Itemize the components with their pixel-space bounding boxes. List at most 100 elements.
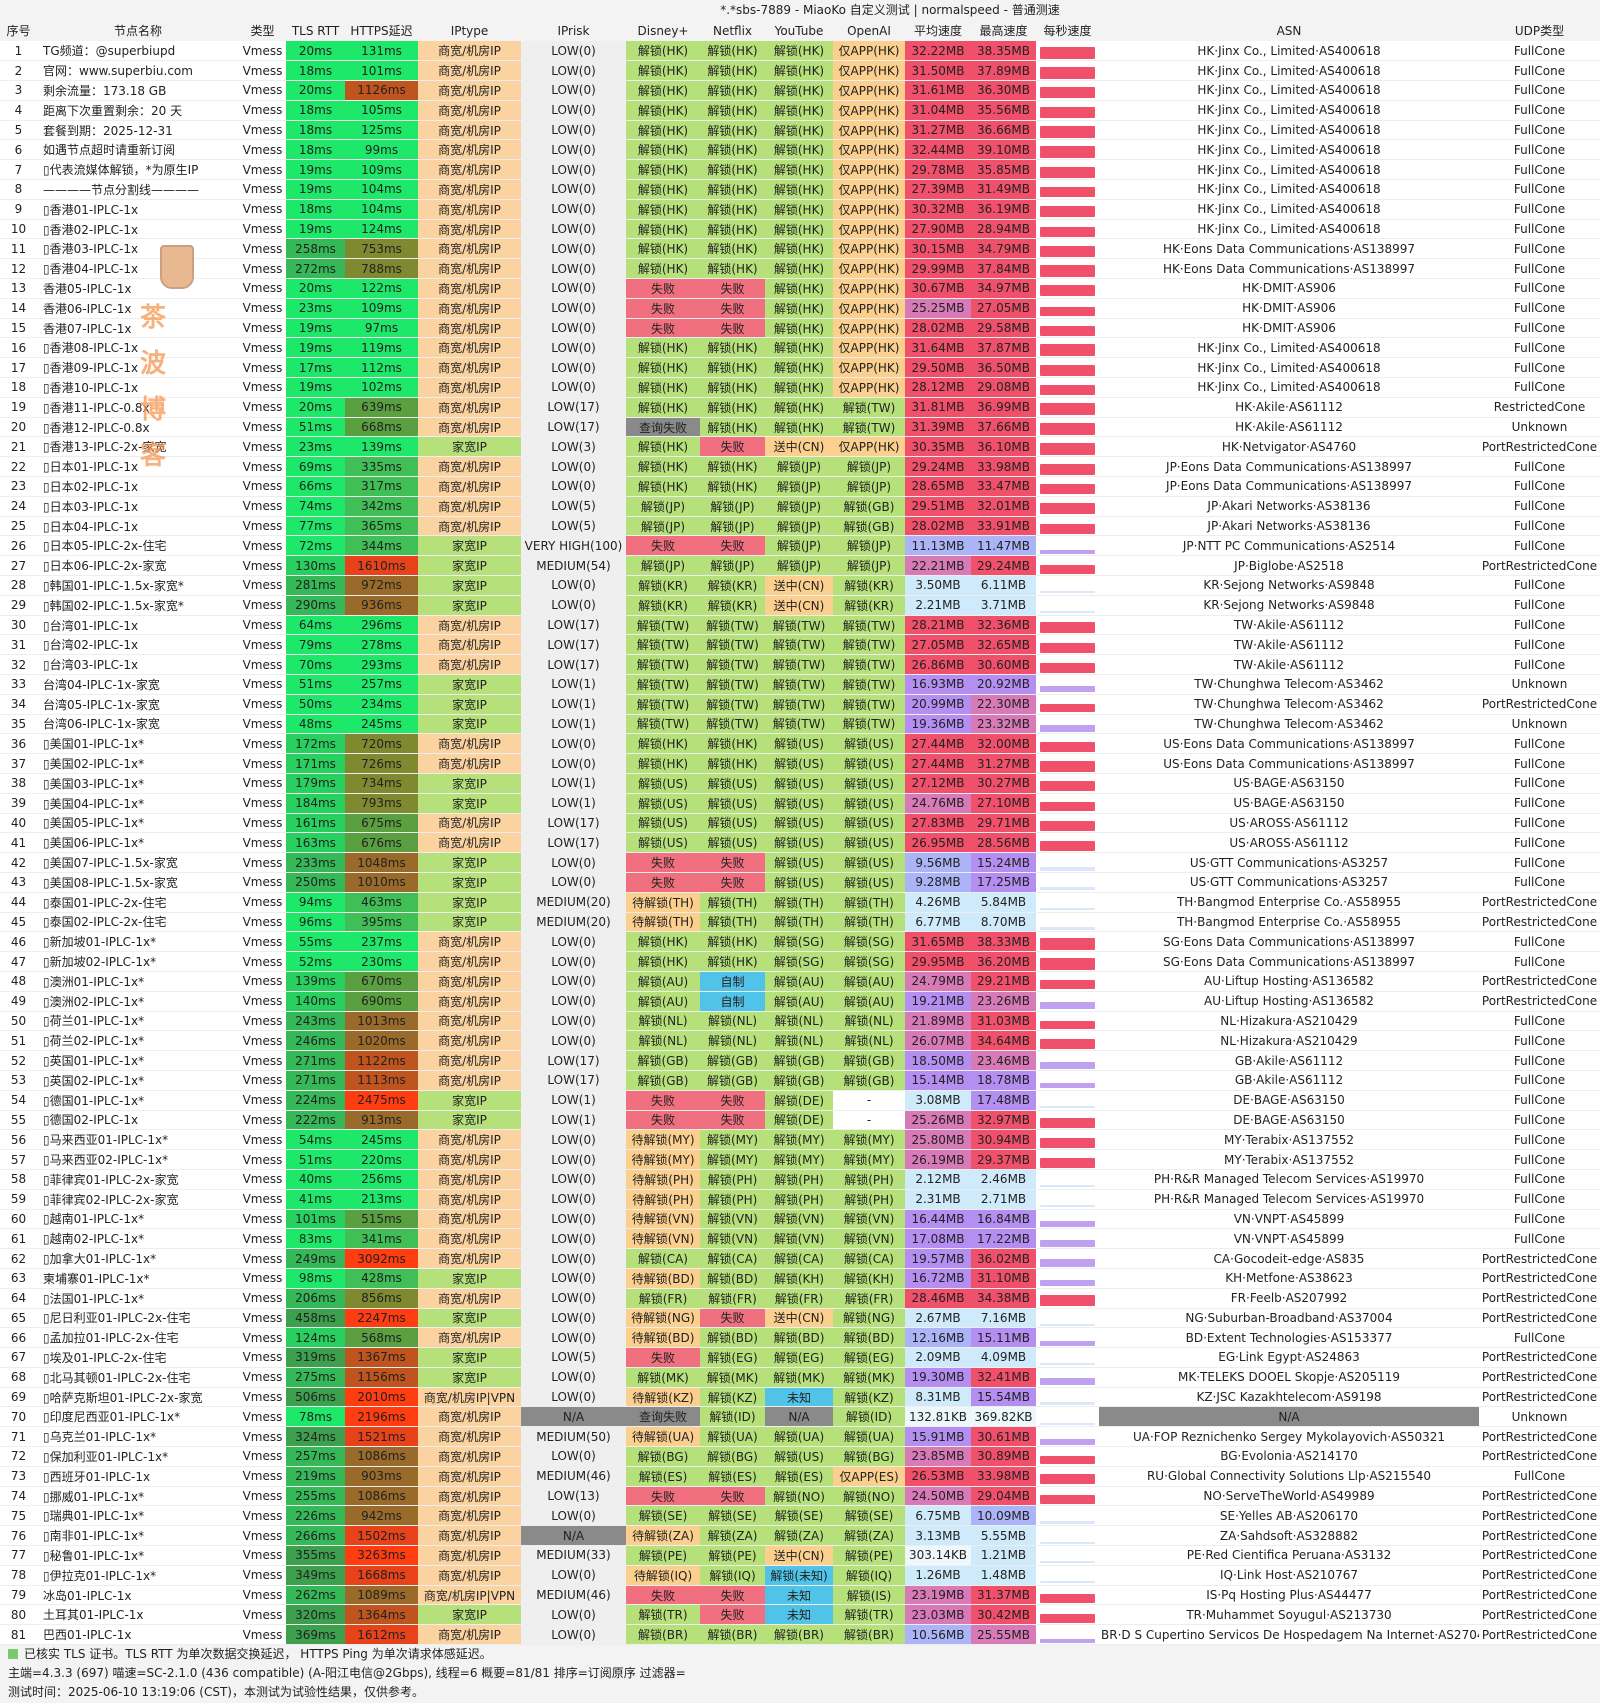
table-row[interactable]: 12 ▯香港04-IPLC-1x Vmess 272ms 788ms 商宽/机房IP LOW…: [0, 258, 1600, 280]
table-row[interactable]: 64 ▯法国01-IPLC-1x* Vmess 206ms 856ms 商宽/机房IP LO…: [0, 1288, 1600, 1309]
table-row[interactable]: 50 ▯荷兰01-IPLC-1x* Vmess 243ms 1013ms 商宽/机房IP L…: [0, 1011, 1600, 1032]
column-header-https-latency[interactable]: HTTPS延迟: [345, 20, 418, 41]
table-row[interactable]: 71 ▯乌克兰01-IPLC-1x* Vmess 324ms 1521ms 商宽/机房IP…: [0, 1426, 1600, 1448]
table-row[interactable]: 36 ▯美国01-IPLC-1x* Vmess 172ms 720ms 商宽/机房IP LO…: [0, 733, 1600, 755]
table-row[interactable]: 76 ▯南非01-IPLC-1x* Vmess 266ms 1502ms 商宽/机房IP N…: [0, 1525, 1600, 1547]
table-row[interactable]: 43 ▯美国08-IPLC-1.5x-家宽 Vmess 250ms 1010ms 家宽IP…: [0, 872, 1600, 893]
table-row[interactable]: 39 ▯美国04-IPLC-1x* Vmess 184ms 793ms 家宽IP LOW(1…: [0, 793, 1600, 814]
table-row[interactable]: 67 ▯埃及01-IPLC-2x-住宅 Vmess 319ms 1367ms 家宽IP LO…: [0, 1347, 1600, 1368]
asn: HK·Jinx Co., Limited·AS400618: [1099, 199, 1479, 220]
table-row[interactable]: 30 ▯台湾01-IPLC-1x Vmess 64ms 296ms 商宽/机房IP LOW(…: [0, 615, 1600, 636]
table-row[interactable]: 56 ▯马来西亚01-IPLC-1x* Vmess 54ms 245ms 商宽/机房IP L…: [0, 1129, 1600, 1151]
table-row[interactable]: 47 ▯新加坡02-IPLC-1x* Vmess 52ms 230ms 商宽/机房IP LO…: [0, 951, 1600, 972]
table-row[interactable]: 72 ▯保加利亚01-IPLC-1x* Vmess 257ms 1086ms 商宽/机房I…: [0, 1446, 1600, 1467]
table-row[interactable]: 34 台湾05-IPLC-1x-家宽 Vmess 50ms 234ms 家宽IP LOW(1…: [0, 694, 1600, 715]
table-row[interactable]: 74 ▯挪威01-IPLC-1x* Vmess 255ms 1086ms 商宽/机房IP L…: [0, 1486, 1600, 1507]
table-row[interactable]: 55 ▯德国02-IPLC-1x Vmess 222ms 913ms 家宽IP LOW(1)…: [0, 1110, 1600, 1131]
table-row[interactable]: 69 ▯哈萨克斯坦01-IPLC-2x-家宽 Vmess 506ms 2010ms 商宽/…: [0, 1387, 1600, 1408]
column-header-max-speed[interactable]: 最高速度: [971, 20, 1036, 41]
table-row[interactable]: 57 ▯马来西亚02-IPLC-1x* Vmess 51ms 220ms 商宽/机房IP L…: [0, 1149, 1600, 1170]
ip-type: 商宽/机房IP: [418, 1624, 521, 1646]
table-row[interactable]: 40 ▯美国05-IPLC-1x* Vmess 161ms 675ms 商宽/机房IP LO…: [0, 813, 1600, 834]
table-row[interactable]: 4 距离下次重置剩余：20 天 Vmess 18ms 105ms 商宽/机房IP LOW(0…: [0, 100, 1600, 121]
table-row[interactable]: 17 ▯香港09-IPLC-1x Vmess 17ms 112ms 商宽/机房IP LOW(…: [0, 357, 1600, 379]
table-row[interactable]: 46 ▯新加坡01-IPLC-1x* Vmess 55ms 237ms 商宽/机房IP LO…: [0, 931, 1600, 953]
table-row[interactable]: 14 香港06-IPLC-1x Vmess 23ms 109ms 商宽/机房IP LOW(0…: [0, 298, 1600, 319]
table-row[interactable]: 1 TG频道：@superbiupd Vmess 20ms 131ms 商宽/机房IP LO…: [0, 41, 1600, 62]
table-row[interactable]: 6 如遇节点超时请重新订阅 Vmess 18ms 99ms 商宽/机房IP LOW(0) 解锁…: [0, 139, 1600, 161]
table-row[interactable]: 25 ▯日本04-IPLC-1x Vmess 77ms 365ms 商宽/机房IP LOW(…: [0, 516, 1600, 537]
table-row[interactable]: 31 ▯台湾02-IPLC-1x Vmess 79ms 278ms 商宽/机房IP LOW(…: [0, 634, 1600, 656]
table-row[interactable]: 18 ▯香港10-IPLC-1x Vmess 19ms 102ms 商宽/机房IP LOW(…: [0, 377, 1600, 398]
column-header-iprisk[interactable]: IPrisk: [521, 20, 626, 41]
table-row[interactable]: 73 ▯西班牙01-IPLC-1x Vmess 219ms 903ms 商宽/机房IP ME…: [0, 1466, 1600, 1487]
table-row[interactable]: 60 ▯越南01-IPLC-1x* Vmess 101ms 515ms 商宽/机房IP LO…: [0, 1209, 1600, 1230]
table-row[interactable]: 77 ▯秘鲁01-IPLC-1x* Vmess 355ms 3263ms 商宽/机房IP M…: [0, 1545, 1600, 1566]
table-row[interactable]: 49 ▯澳洲02-IPLC-1x* Vmess 140ms 690ms 商宽/机房IP LO…: [0, 991, 1600, 1012]
table-row[interactable]: 35 台湾06-IPLC-1x-家宽 Vmess 48ms 245ms 家宽IP LOW(1…: [0, 714, 1600, 735]
table-row[interactable]: 10 ▯香港02-IPLC-1x Vmess 19ms 124ms 商宽/机房IP LOW(…: [0, 219, 1600, 240]
table-row[interactable]: 41 ▯美国06-IPLC-1x* Vmess 163ms 676ms 商宽/机房IP LO…: [0, 832, 1600, 854]
column-header-avg-speed[interactable]: 平均速度: [905, 20, 971, 41]
table-row[interactable]: 66 ▯孟加拉01-IPLC-2x-住宅 Vmess 124ms 568ms 商宽/机房I…: [0, 1327, 1600, 1349]
column-header-tls-rtt[interactable]: TLS RTT: [286, 20, 345, 41]
column-header-node-name[interactable]: 节点名称: [37, 20, 239, 41]
table-row[interactable]: 28 ▯韩国01-IPLC-1.5x-家宽* Vmess 281ms 972ms 家宽IP…: [0, 575, 1600, 596]
table-row[interactable]: 37 ▯美国02-IPLC-1x* Vmess 171ms 726ms 商宽/机房IP LO…: [0, 753, 1600, 774]
table-row[interactable]: 65 ▯尼日利亚01-IPLC-2x-住宅 Vmess 458ms 2247ms 家宽IP…: [0, 1308, 1600, 1329]
table-row[interactable]: 11 ▯香港03-IPLC-1x Vmess 258ms 753ms 商宽/机房IP LOW…: [0, 238, 1600, 260]
table-row[interactable]: 61 ▯越南02-IPLC-1x* Vmess 83ms 341ms 商宽/机房IP LOW…: [0, 1228, 1600, 1250]
table-row[interactable]: 24 ▯日本03-IPLC-1x Vmess 74ms 342ms 商宽/机房IP LOW(…: [0, 496, 1600, 517]
column-header-disney[interactable]: Disney+: [626, 20, 700, 41]
table-row[interactable]: 51 ▯荷兰02-IPLC-1x* Vmess 246ms 1020ms 商宽/机房IP L…: [0, 1030, 1600, 1052]
table-row[interactable]: 9 ▯香港01-IPLC-1x Vmess 18ms 104ms 商宽/机房IP LOW(0…: [0, 199, 1600, 220]
table-row[interactable]: 23 ▯日本02-IPLC-1x Vmess 66ms 317ms 商宽/机房IP LOW(…: [0, 476, 1600, 497]
table-row[interactable]: 68 ▯北马其顿01-IPLC-2x-住宅 Vmess 275ms 1156ms 家宽IP…: [0, 1367, 1600, 1388]
table-row[interactable]: 27 ▯日本06-IPLC-2x-家宽 Vmess 130ms 1610ms 家宽IP ME…: [0, 555, 1600, 577]
table-row[interactable]: 2 官网：www.superbiu.com Vmess 18ms 101ms 商宽/机房I…: [0, 60, 1600, 82]
column-header-netflix[interactable]: Netflix: [700, 20, 765, 41]
column-header-udp-type[interactable]: UDP类型: [1479, 20, 1600, 41]
table-row[interactable]: 70 ▯印度尼西亚01-IPLC-1x* Vmess 78ms 2196ms 商宽/机房I…: [0, 1406, 1600, 1428]
table-row[interactable]: 22 ▯日本01-IPLC-1x Vmess 69ms 335ms 商宽/机房IP LOW(…: [0, 456, 1600, 478]
column-header-youtube[interactable]: YouTube: [765, 20, 833, 41]
table-row[interactable]: 32 ▯台湾03-IPLC-1x Vmess 70ms 293ms 商宽/机房IP LOW(…: [0, 654, 1600, 675]
column-header-asn[interactable]: ASN: [1099, 20, 1479, 41]
table-row[interactable]: 45 ▯泰国02-IPLC-2x-住宅 Vmess 96ms 395ms 家宽IP MEDI…: [0, 912, 1600, 933]
column-header-type[interactable]: 类型: [239, 20, 286, 41]
column-header-openai[interactable]: OpenAI: [833, 20, 905, 41]
column-header-per-second-speed[interactable]: 每秒速度: [1036, 20, 1099, 41]
table-row[interactable]: 80 土耳其01-IPLC-1x Vmess 320ms 1364ms 家宽IP LOW(0…: [0, 1604, 1600, 1626]
table-row[interactable]: 78 ▯伊拉克01-IPLC-1x* Vmess 349ms 1668ms 商宽/机房IP…: [0, 1565, 1600, 1586]
table-row[interactable]: 20 ▯香港12-IPLC-0.8x Vmess 51ms 668ms 商宽/机房IP LO…: [0, 417, 1600, 438]
table-row[interactable]: 79 冰岛01-IPLC-1x Vmess 262ms 1089ms 商宽/机房IP|VP…: [0, 1585, 1600, 1606]
table-row[interactable]: 53 ▯英国02-IPLC-1x* Vmess 271ms 1113ms 商宽/机房IP L…: [0, 1070, 1600, 1091]
table-row[interactable]: 21 ▯香港13-IPLC-2x-家宽 Vmess 23ms 139ms 家宽IP LOW(…: [0, 436, 1600, 458]
table-row[interactable]: 63 柬埔寨01-IPLC-1x* Vmess 98ms 428ms 家宽IP LOW(0)…: [0, 1268, 1600, 1289]
table-row[interactable]: 44 ▯泰国01-IPLC-2x-住宅 Vmess 94ms 463ms 家宽IP MEDI…: [0, 892, 1600, 913]
table-row[interactable]: 75 ▯瑞典01-IPLC-1x* Vmess 226ms 942ms 商宽/机房IP LO…: [0, 1505, 1600, 1527]
table-row[interactable]: 26 ▯日本05-IPLC-2x-住宅 Vmess 72ms 344ms 家宽IP VERY…: [0, 535, 1600, 557]
table-row[interactable]: 58 ▯菲律宾01-IPLC-2x-家宽 Vmess 40ms 256ms 商宽/机房IP…: [0, 1169, 1600, 1190]
table-row[interactable]: 13 香港05-IPLC-1x Vmess 20ms 122ms 商宽/机房IP LOW(0…: [0, 278, 1600, 299]
table-row[interactable]: 59 ▯菲律宾02-IPLC-2x-家宽 Vmess 41ms 213ms 商宽/机房IP…: [0, 1189, 1600, 1210]
column-header-iptype[interactable]: IPtype: [418, 20, 521, 41]
table-row[interactable]: 38 ▯美国03-IPLC-1x* Vmess 179ms 734ms 家宽IP LOW(1…: [0, 773, 1600, 794]
table-row[interactable]: 19 ▯香港11-IPLC-0.8x Vmess 20ms 639ms 商宽/机房IP LO…: [0, 397, 1600, 418]
table-row[interactable]: 42 ▯美国07-IPLC-1.5x-家宽 Vmess 233ms 1048ms 家宽IP…: [0, 852, 1600, 873]
table-row[interactable]: 52 ▯英国01-IPLC-1x* Vmess 271ms 1122ms 商宽/机房IP L…: [0, 1050, 1600, 1071]
table-row[interactable]: 62 ▯加拿大01-IPLC-1x* Vmess 249ms 3092ms 商宽/机房IP…: [0, 1248, 1600, 1269]
table-row[interactable]: 81 巴西01-IPLC-1x Vmess 369ms 1612ms 商宽/机房IP LOW…: [0, 1624, 1600, 1646]
table-row[interactable]: 54 ▯德国01-IPLC-1x* Vmess 224ms 2475ms 家宽IP LOW(…: [0, 1090, 1600, 1111]
table-row[interactable]: 16 ▯香港08-IPLC-1x Vmess 19ms 119ms 商宽/机房IP LOW(…: [0, 337, 1600, 359]
disney-status: 解锁(US): [626, 773, 700, 794]
column-header-index[interactable]: 序号: [0, 20, 37, 41]
table-row[interactable]: 7 ▯代表流媒体解锁，*为原生IP Vmess 19ms 109ms 商宽/机房IP LOW…: [0, 159, 1600, 181]
table-row[interactable]: 33 台湾04-IPLC-1x-家宽 Vmess 51ms 257ms 家宽IP LOW(1…: [0, 674, 1600, 695]
table-row[interactable]: 3 剩余流量：173.18 GB Vmess 20ms 1126ms 商宽/机房IP LOW…: [0, 80, 1600, 101]
table-row[interactable]: 15 香港07-IPLC-1x Vmess 19ms 97ms 商宽/机房IP LOW(0)…: [0, 318, 1600, 339]
table-row[interactable]: 5 套餐到期：2025-12-31 Vmess 18ms 125ms 商宽/机房IP LOW…: [0, 120, 1600, 141]
table-row[interactable]: 48 ▯澳洲01-IPLC-1x* Vmess 139ms 670ms 商宽/机房IP LO…: [0, 971, 1600, 992]
table-row[interactable]: 29 ▯韩国02-IPLC-1.5x-家宽* Vmess 290ms 936ms 家宽IP…: [0, 595, 1600, 616]
table-row[interactable]: 8 ————节点分割线———— Vmess 19ms 104ms 商宽/机房IP LOW(0…: [0, 179, 1600, 200]
